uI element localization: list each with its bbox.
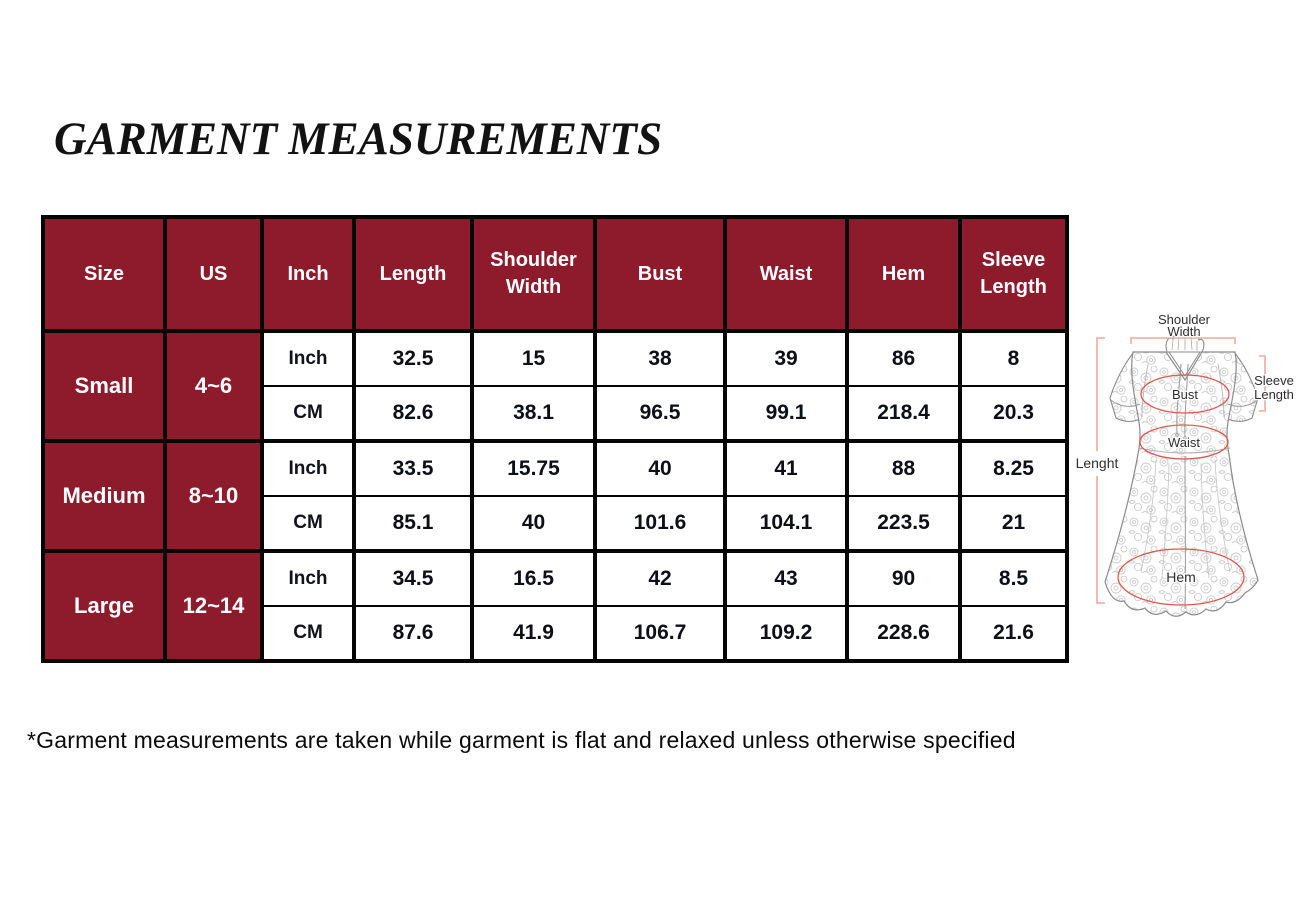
col-header-shoulder-width: Shoulder Width [470, 215, 597, 333]
col-header-unit: Inch [260, 215, 356, 333]
table-row-large-cm: CM 87.6 41.9 106.7 109.2 228.6 21.6 [43, 605, 1069, 663]
value-cell-waist: 39 [723, 329, 849, 387]
bust-ellipse [1140, 374, 1230, 414]
sleeve-length-label-line2: Length [1254, 387, 1294, 402]
table-row-small-cm: CM 82.6 38.1 96.5 99.1 218.4 20.3 [43, 385, 1069, 443]
value-cell-waist: 109.2 [723, 605, 849, 663]
shoulder-width-label-line2: Width [1167, 324, 1200, 339]
value-cell-sleeve: 21.6 [958, 605, 1069, 663]
unit-cell-cm: CM [260, 385, 356, 443]
value-cell-bust: 96.5 [593, 385, 727, 443]
value-cell-hem: 218.4 [845, 385, 962, 443]
value-cell-bust: 40 [593, 439, 727, 497]
length-bracket [1096, 337, 1105, 604]
unit-cell-inch: Inch [260, 549, 356, 607]
value-cell-hem: 86 [845, 329, 962, 387]
value-cell-sleeve: 8.5 [958, 549, 1069, 607]
value-cell-shoulder: 41.9 [470, 605, 597, 663]
sleeve-length-label-line1: Sleeve [1254, 373, 1294, 388]
col-header-bust: Bust [593, 215, 727, 333]
value-cell-length: 33.5 [352, 439, 474, 497]
unit-cell-cm: CM [260, 495, 356, 553]
shoulder-width-label-line1: Shoulder [1158, 312, 1211, 327]
value-cell-length: 34.5 [352, 549, 474, 607]
col-header-length: Length [352, 215, 474, 333]
length-label: Lenght [1076, 455, 1119, 471]
value-cell-bust: 106.7 [593, 605, 727, 663]
measurement-footnote: *Garment measurements are taken while ga… [27, 727, 1016, 753]
table-row-medium-cm: CM 85.1 40 101.6 104.1 223.5 21 [43, 495, 1069, 553]
shoulder-width-bracket [1130, 337, 1236, 344]
value-cell-length: 32.5 [352, 329, 474, 387]
value-cell-shoulder: 15 [470, 329, 597, 387]
table-row-medium-inch: Medium 8~10 Inch 33.5 15.75 40 41 88 8.2… [41, 439, 1069, 553]
measurement-ellipses [1117, 374, 1245, 606]
col-header-sleeve-length: Sleeve Length [958, 215, 1069, 333]
col-header-size: Size [41, 215, 167, 333]
value-cell-waist: 43 [723, 549, 849, 607]
value-cell-hem: 223.5 [845, 495, 962, 553]
bust-label: Bust [1172, 387, 1198, 402]
value-cell-sleeve: 20.3 [958, 385, 1069, 443]
value-cell-bust: 38 [593, 329, 727, 387]
us-cell-large: 12~14 [163, 549, 264, 663]
value-cell-shoulder: 15.75 [470, 439, 597, 497]
measurement-brackets [1096, 337, 1266, 604]
us-cell-small: 4~6 [163, 329, 264, 443]
waist-label: Waist [1168, 435, 1200, 450]
value-cell-length: 82.6 [352, 385, 474, 443]
value-cell-length: 87.6 [352, 605, 474, 663]
col-header-hem: Hem [845, 215, 962, 333]
col-header-us: US [163, 215, 264, 333]
page-title: GARMENT MEASUREMENTS [54, 113, 663, 165]
value-cell-shoulder: 16.5 [470, 549, 597, 607]
value-cell-waist: 41 [723, 439, 849, 497]
value-cell-hem: 228.6 [845, 605, 962, 663]
sleeve-length-bracket [1259, 355, 1266, 412]
dress-body [1104, 351, 1259, 617]
dress-measurement-diagram: Shoulder Width Sleeve Length Lenght Bust… [1074, 311, 1295, 617]
value-cell-waist: 99.1 [723, 385, 849, 443]
value-cell-hem: 90 [845, 549, 962, 607]
hem-ellipse [1117, 548, 1245, 606]
size-cell-medium: Medium [41, 439, 167, 553]
unit-cell-inch: Inch [260, 439, 356, 497]
size-cell-large: Large [41, 549, 167, 663]
size-cell-small: Small [41, 329, 167, 443]
value-cell-length: 85.1 [352, 495, 474, 553]
value-cell-sleeve: 21 [958, 495, 1069, 553]
table-row-large-inch: Large 12~14 Inch 34.5 16.5 42 43 90 8.5 [41, 549, 1069, 663]
table-header-row: Size US Inch Length Shoulder Width Bust … [41, 215, 1069, 333]
unit-cell-inch: Inch [260, 329, 356, 387]
value-cell-shoulder: 38.1 [470, 385, 597, 443]
value-cell-bust: 101.6 [593, 495, 727, 553]
value-cell-sleeve: 8 [958, 329, 1069, 387]
size-chart-table: Size US Inch Length Shoulder Width Bust … [41, 215, 1069, 663]
hem-label: Hem [1166, 569, 1196, 585]
value-cell-bust: 42 [593, 549, 727, 607]
value-cell-shoulder: 40 [470, 495, 597, 553]
us-cell-medium: 8~10 [163, 439, 264, 553]
dress-seam-lines [1110, 363, 1258, 610]
waist-ellipse [1139, 424, 1229, 460]
col-header-waist: Waist [723, 215, 849, 333]
value-cell-sleeve: 8.25 [958, 439, 1069, 497]
size-chart: Size US Inch Length Shoulder Width Bust … [41, 215, 1069, 663]
value-cell-hem: 88 [845, 439, 962, 497]
value-cell-waist: 104.1 [723, 495, 849, 553]
table-row-small-inch: Small 4~6 Inch 32.5 15 38 39 86 8 [41, 329, 1069, 443]
unit-cell-cm: CM [260, 605, 356, 663]
